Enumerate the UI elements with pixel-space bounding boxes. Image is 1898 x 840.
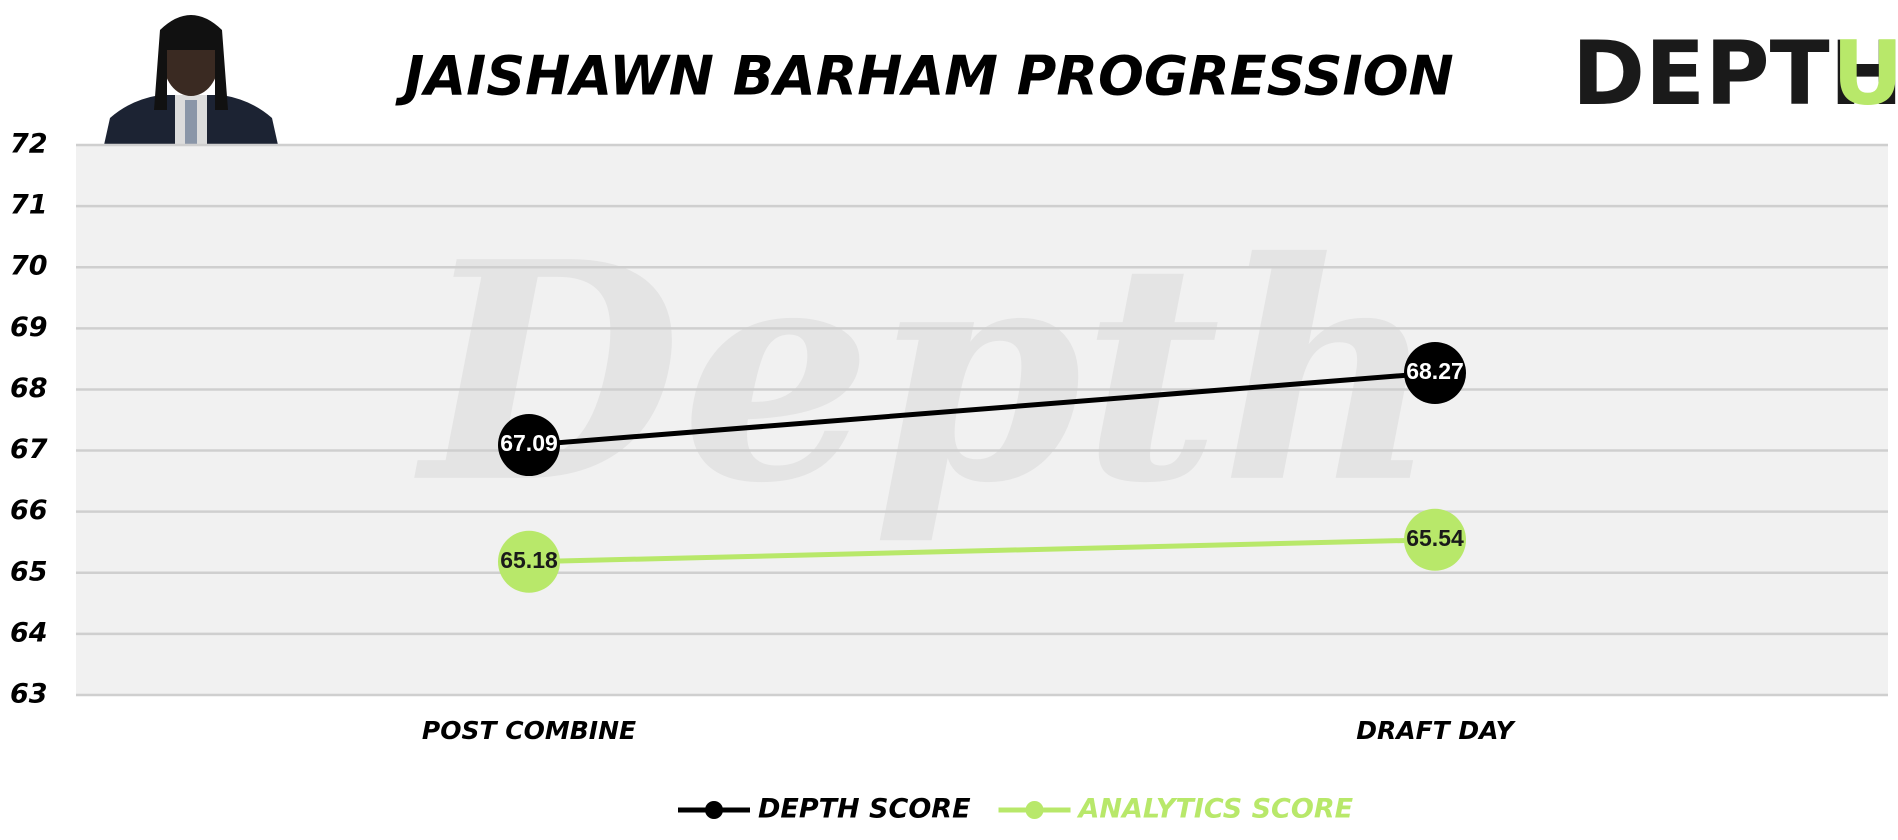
marker [1404,341,1466,404]
logo: DEPTH [1572,22,1898,125]
y-tick-label: 67 [10,434,48,465]
y-tick-label: 68 [10,373,48,404]
chart-title: JAISHAWN BARHAM PROGRESSION [395,45,1453,108]
y-tick-label: 64 [10,617,48,648]
y-tick-label: 66 [10,495,48,526]
marker [498,414,560,477]
legend-label: ANALYTICS SCORE [1077,794,1354,825]
y-tick-label: 72 [10,129,48,160]
data-label: 68.27 [1406,358,1464,384]
plot-area [76,145,1888,695]
legend-marker [1025,801,1044,819]
player-photo [104,15,278,145]
series-line [528,537,1436,565]
x-tick-label: POST COMBINE [422,716,636,745]
marker [1404,508,1466,571]
y-tick-label: 70 [10,251,48,282]
y-tick-label: 63 [10,679,48,710]
y-tick-label: 69 [10,312,48,343]
watermark: Depth [412,196,1439,549]
legend-label: DEPTH SCORE [758,794,971,825]
data-label: 65.54 [1406,525,1464,551]
data-label: 67.09 [500,430,558,456]
y-tick-label: 65 [10,556,48,587]
data-label: 65.18 [500,547,558,573]
legend-marker [705,801,723,819]
marker [498,530,560,593]
logo-accent: U [1832,22,1898,125]
x-tick-label: DRAFT DAY [1356,716,1516,745]
y-tick-label: 71 [10,190,48,221]
series-line [528,370,1436,448]
